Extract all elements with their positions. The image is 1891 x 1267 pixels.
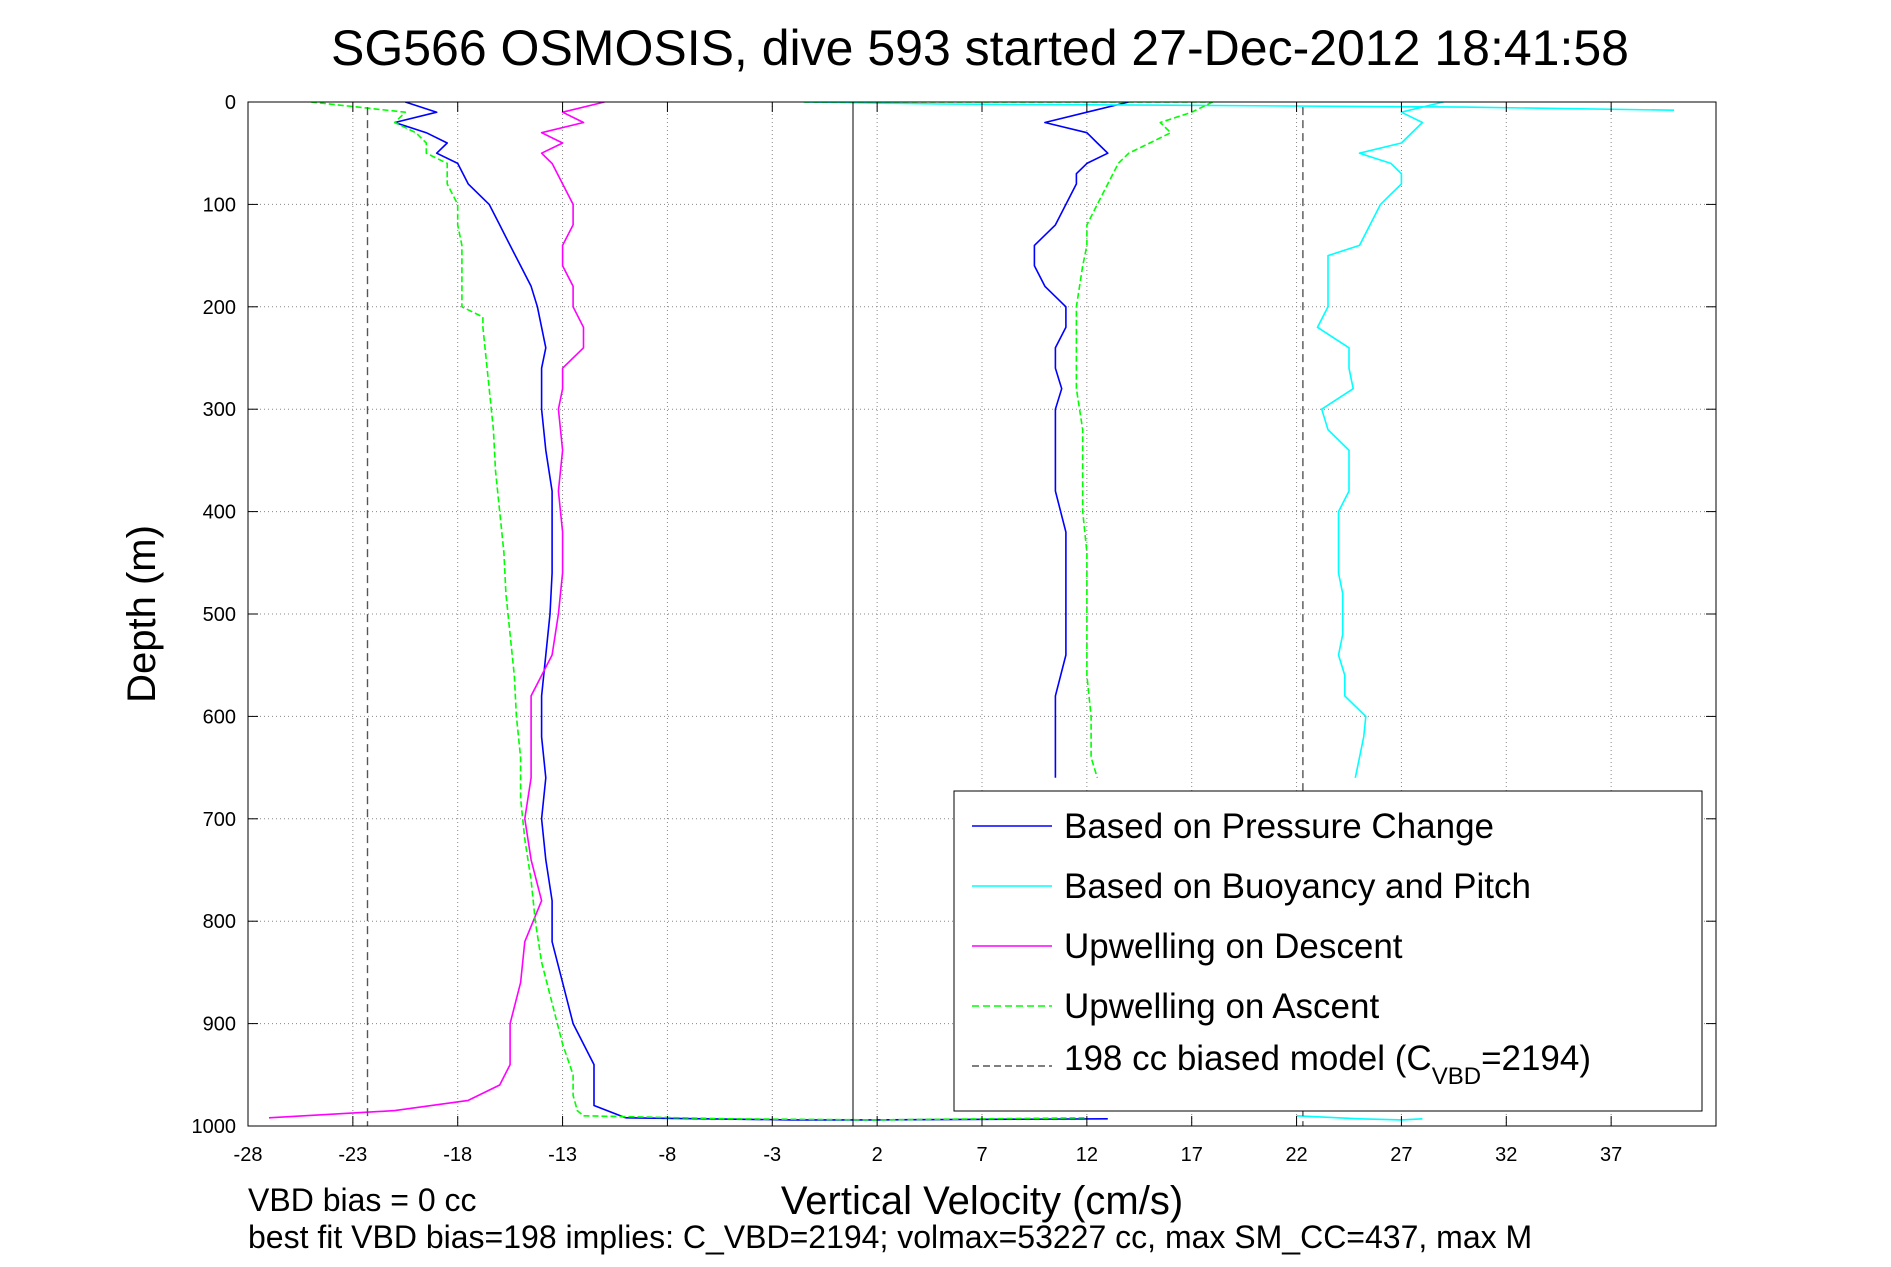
x-tick-label: 37	[1600, 1144, 1622, 1166]
x-tick-label: -13	[548, 1144, 577, 1166]
x-tick-label: 22	[1285, 1144, 1307, 1166]
chart-title: SG566 OSMOSIS, dive 593 started 27-Dec-2…	[331, 20, 1629, 76]
x-tick-label: 12	[1076, 1144, 1098, 1166]
x-tick-label: 7	[976, 1144, 987, 1166]
series-buoyancy-line	[1316, 102, 1444, 778]
legend-model-prefix: 198 cc biased model (C	[1064, 1039, 1432, 1078]
legend-label-model: 198 cc biased model (CVBD=2194)	[1064, 1039, 1591, 1090]
y-tick-label: 0	[225, 92, 236, 114]
legend-label-descent: Upwelling on Descent	[1064, 927, 1403, 966]
legend-model-suffix: =2194)	[1481, 1039, 1591, 1078]
y-tick-label: 1000	[192, 1116, 237, 1138]
best-fit-note: best fit VBD bias=198 implies: C_VBD=219…	[248, 1219, 1532, 1255]
y-tick-label: 400	[203, 502, 236, 524]
legend-model-subscript: VBD	[1432, 1063, 1481, 1090]
series-buoyancy-line	[803, 102, 1675, 111]
series-descent-line	[268, 102, 605, 1119]
x-tick-label: -28	[234, 1144, 263, 1166]
x-tick-label: -18	[443, 1144, 472, 1166]
legend: Based on Pressure Change Based on Buoyan…	[953, 790, 1703, 1112]
x-tick-label: -8	[659, 1144, 677, 1166]
y-tick-label: 900	[203, 1014, 236, 1036]
y-tick-label: 800	[203, 911, 236, 933]
series-pressure-line	[1033, 102, 1129, 778]
y-tick-label: 600	[203, 706, 236, 728]
y-tick-label: 100	[203, 194, 236, 216]
x-axis-label: Vertical Velocity (cm/s)	[781, 1179, 1183, 1223]
y-tick-label: 700	[203, 809, 236, 831]
y-axis-label: Depth (m)	[120, 525, 164, 703]
x-tick-label: -3	[763, 1144, 781, 1166]
series-pressure-line	[393, 102, 626, 1119]
series-buoyancy-line	[1296, 1115, 1423, 1121]
legend-label-buoyancy: Based on Buoyancy and Pitch	[1064, 867, 1531, 906]
series-ascent-line	[1075, 102, 1214, 779]
y-tick-label: 300	[203, 399, 236, 421]
x-tick-label: 2	[872, 1144, 883, 1166]
vbd-bias-note: VBD bias = 0 cc	[248, 1182, 477, 1218]
legend-label-ascent: Upwelling on Ascent	[1064, 987, 1379, 1026]
y-tick-label: 200	[203, 297, 236, 319]
series-ascent-line	[310, 102, 585, 1117]
legend-label-pressure: Based on Pressure Change	[1064, 807, 1494, 846]
legend-box	[953, 790, 1703, 1112]
x-tick-label: -23	[338, 1144, 367, 1166]
x-tick-label: 27	[1390, 1144, 1412, 1166]
x-tick-label: 32	[1495, 1144, 1517, 1166]
x-tick-label: 17	[1181, 1144, 1203, 1166]
y-tick-label: 500	[203, 604, 236, 626]
